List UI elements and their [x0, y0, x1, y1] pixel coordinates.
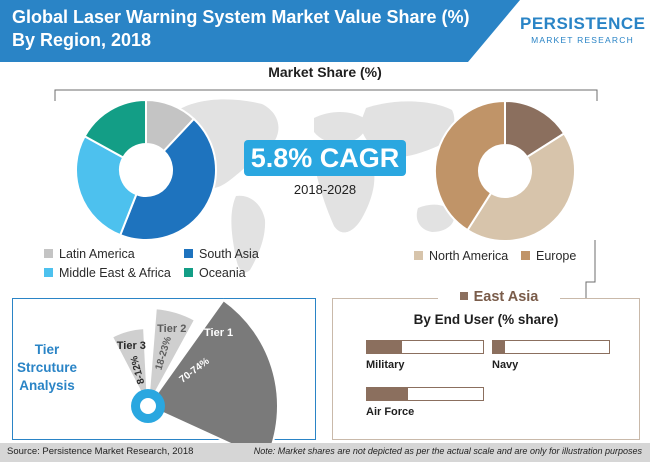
bar-label-navy: Navy	[492, 359, 519, 371]
map-south-america	[231, 195, 266, 273]
bar-fill-navy	[493, 341, 505, 353]
map-australia	[416, 204, 455, 232]
title-band	[0, 0, 520, 62]
cagr-badge: 5.8% CAGR	[244, 140, 406, 176]
bar-fill-air-force	[367, 388, 408, 400]
legend-south-asia: South Asia	[184, 247, 259, 261]
east-asia-title-text: East Asia	[473, 289, 539, 305]
title-line-2: By Region, 2018	[12, 30, 152, 50]
legend-label-europe: Europe	[536, 249, 577, 263]
east-asia-marker	[459, 292, 468, 300]
map-europe	[314, 112, 367, 144]
footer: Source: Persistence Market Research, 201…	[0, 443, 650, 462]
legend-latin-america: Latin America	[44, 247, 135, 261]
legend-swatch-north-america	[414, 251, 423, 260]
legend-swatch-middle-east-africa	[44, 268, 53, 277]
east-asia-subtitle: By End User (% share)	[413, 312, 559, 327]
logo-main-text: PERSISTENCE	[520, 14, 646, 33]
title-line-1: Global Laser Warning System Market Value…	[12, 7, 470, 27]
market-share-title: Market Share (%)	[268, 64, 382, 80]
legend-swatch-europe	[521, 251, 530, 260]
bracket-lines	[54, 89, 598, 298]
bar-label-air-force: Air Force	[366, 406, 415, 418]
east-asia-title: East Asia	[438, 289, 560, 305]
bracket-top	[54, 89, 598, 101]
header: Global Laser Warning System Market Value…	[0, 0, 650, 62]
persistence-logo: PERSISTENCE MARKET RESEARCH	[520, 14, 645, 54]
tier-label-line-3: Analysis	[19, 378, 75, 393]
region-donut-right	[434, 99, 576, 242]
legend-oceania: Oceania	[184, 266, 246, 280]
footer-source: Source: Persistence Market Research, 201…	[7, 446, 194, 457]
legend-middle-east-africa: Middle East & Africa	[44, 266, 171, 280]
legend-label-latin-america: Latin America	[59, 247, 135, 261]
bar-label-military: Military	[366, 359, 405, 371]
bracket-connector	[585, 240, 596, 298]
bar-fill-military	[367, 341, 402, 353]
bar-navy	[492, 340, 610, 354]
slice-north-america	[466, 132, 576, 242]
bar-air-force	[366, 387, 484, 401]
legend-europe: Europe	[521, 249, 576, 263]
bar-military	[366, 340, 484, 354]
page-title: Global Laser Warning System Market Value…	[12, 6, 482, 52]
legend-swatch-latin-america	[44, 249, 53, 258]
slice-middle-east-africa	[75, 134, 138, 237]
footer-note: Note: Market shares are not depicted as …	[253, 446, 642, 456]
legend-label-south-asia: South Asia	[199, 247, 259, 261]
legend-swatch-oceania	[184, 268, 193, 277]
legend-label-oceania: Oceania	[199, 266, 246, 280]
region-donut-left	[75, 98, 217, 241]
slice-europe	[434, 99, 506, 232]
legend-label-north-america: North America	[429, 249, 509, 263]
cagr-period: 2018-2028	[293, 182, 357, 197]
logo-sub-text: MARKET RESEARCH	[531, 35, 634, 45]
legend-swatch-south-asia	[184, 249, 193, 258]
tier-label-line-1: Tier	[34, 342, 60, 357]
legend-north-america: North America	[414, 249, 508, 263]
legend-label-middle-east-africa: Middle East & Africa	[59, 266, 171, 280]
tier-structure-label: Tier Strcuture Analysis	[14, 341, 80, 395]
slice-oceania	[83, 98, 147, 159]
slice-south-asia	[118, 117, 217, 241]
tier-label-line-2: Strcuture	[16, 360, 77, 375]
east-asia-panel	[332, 298, 640, 440]
